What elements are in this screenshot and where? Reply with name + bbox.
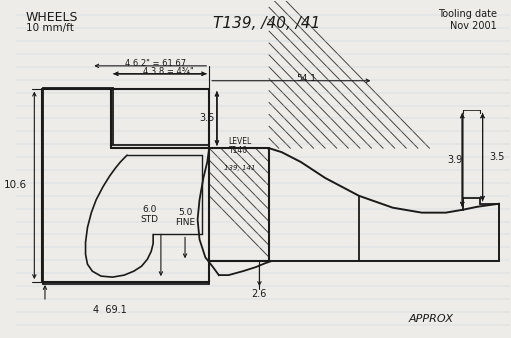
Text: 3.5: 3.5 (490, 152, 505, 162)
Text: 3.5: 3.5 (200, 114, 215, 123)
Text: T140: T140 (228, 146, 248, 155)
Text: 4 3.8 = 4¾": 4 3.8 = 4¾" (143, 67, 194, 76)
Text: T139, /40, /41: T139, /40, /41 (214, 16, 321, 31)
Text: APPROX: APPROX (409, 314, 454, 324)
Text: Tooling date
Nov 2001: Tooling date Nov 2001 (438, 9, 497, 31)
Text: 10 mm/ft: 10 mm/ft (26, 23, 74, 33)
Text: 2.6: 2.6 (252, 289, 267, 299)
Text: 139, 141: 139, 141 (224, 165, 255, 171)
Text: 4 6.2" = 61.67: 4 6.2" = 61.67 (126, 59, 187, 68)
Text: WHEELS: WHEELS (26, 11, 78, 24)
Text: 4  69.1: 4 69.1 (94, 305, 127, 315)
Text: 5.0
FINE: 5.0 FINE (175, 208, 195, 227)
Text: LEVEL: LEVEL (228, 137, 252, 146)
Text: 3.9: 3.9 (447, 155, 462, 165)
Text: 10.6: 10.6 (4, 180, 27, 190)
Text: 6.0
STD: 6.0 STD (141, 205, 158, 224)
Text: 54.1: 54.1 (296, 74, 316, 83)
